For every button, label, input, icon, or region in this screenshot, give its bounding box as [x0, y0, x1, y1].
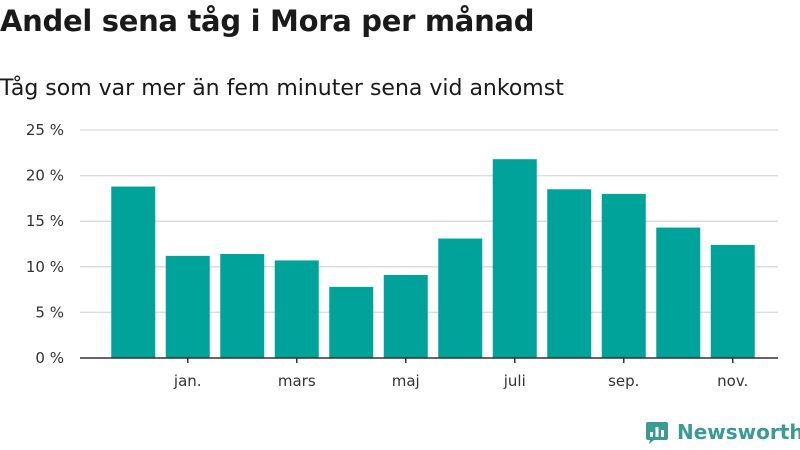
y-tick-label: 5 % — [35, 303, 64, 321]
x-tick-label: sep. — [608, 372, 639, 390]
bar — [165, 255, 210, 358]
chart-title: Andel sena tåg i Mora per månad — [0, 4, 535, 38]
x-tick-label: mars — [278, 372, 316, 390]
y-tick-label: 10 % — [26, 258, 64, 276]
axes: 0 % 5 % 10 % 15 % 20 % 25 % jan. mars maj juli sep… — [26, 121, 778, 390]
newsworthy-brand: Newsworthy — [645, 420, 800, 444]
y-tick-label: 15 % — [26, 212, 64, 230]
bar — [111, 186, 156, 358]
newsworthy-logo-icon — [646, 422, 668, 444]
chart-subtitle: Tåg som var mer än fem minuter sena vid … — [0, 76, 564, 101]
x-tick-label: jan. — [173, 372, 202, 390]
bar — [492, 159, 537, 358]
y-tick-label: 20 % — [26, 167, 64, 185]
bar — [547, 189, 592, 358]
bar — [656, 227, 701, 358]
bars — [111, 159, 755, 358]
bar — [220, 254, 265, 358]
bar — [383, 275, 428, 358]
y-tick-label: 0 % — [35, 349, 64, 367]
y-tick-label: 25 % — [26, 121, 64, 139]
bar — [710, 244, 755, 358]
brand-name: Newsworthy — [677, 420, 800, 444]
x-tick-label: nov. — [717, 372, 748, 390]
x-tick-label: juli — [503, 372, 526, 390]
bar — [329, 286, 374, 358]
bar — [601, 193, 646, 358]
x-tick-label: maj — [392, 372, 420, 390]
bar — [274, 260, 319, 358]
bar — [438, 238, 483, 358]
